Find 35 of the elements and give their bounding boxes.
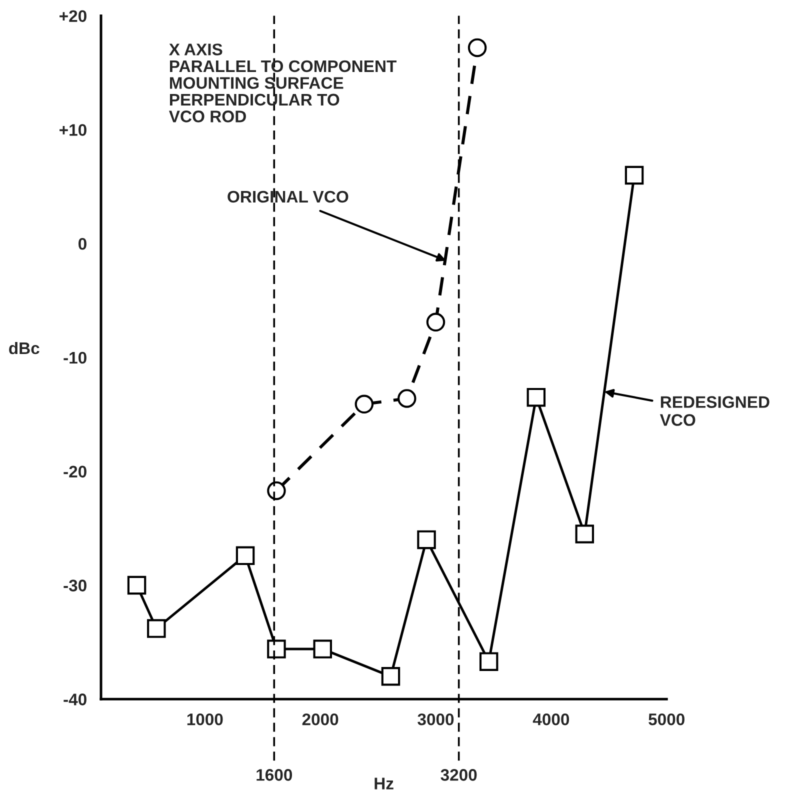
y-tick-label: -40 [64,694,86,706]
annotation: REDESIGNED VCO [660,396,770,426]
x-axis-title: Hz [374,778,394,790]
point [417,530,436,550]
y-axis-title: dBc [9,342,40,354]
point [624,166,644,185]
point [313,640,332,658]
ref-line-label: 3200 [440,769,477,781]
x-tick-label: 2000 [302,713,338,726]
x-tick-label: 3000 [418,713,454,726]
point [426,312,446,332]
annotation: ORIGINAL VCO [228,190,348,203]
point [127,576,146,595]
x-tick-label: 5000 [648,713,684,726]
point [398,389,416,408]
point [267,640,286,658]
point [575,524,594,544]
point [236,546,255,566]
point [468,38,487,58]
y-tick-label: -10 [64,352,86,364]
y-tick-label: +10 [60,124,86,136]
annotation: X AXIS PARALLEL TO COMPONENT MOUNTING SURFACE PERPENDICULAR TO VCO ROD [168,44,397,122]
x-tick-label: 1000 [187,713,223,726]
y-tick-label: 0 [78,238,86,250]
point [526,388,546,407]
point [354,394,374,414]
y-tick-label: +20 [60,10,86,22]
point [381,666,400,686]
y-tick-label: -20 [64,466,86,478]
point [267,481,286,500]
ref-line-label: 1600 [256,769,292,781]
point [147,619,166,638]
point [479,652,498,671]
y-tick-label: -30 [64,580,86,592]
x-tick-label: 4000 [532,713,570,726]
